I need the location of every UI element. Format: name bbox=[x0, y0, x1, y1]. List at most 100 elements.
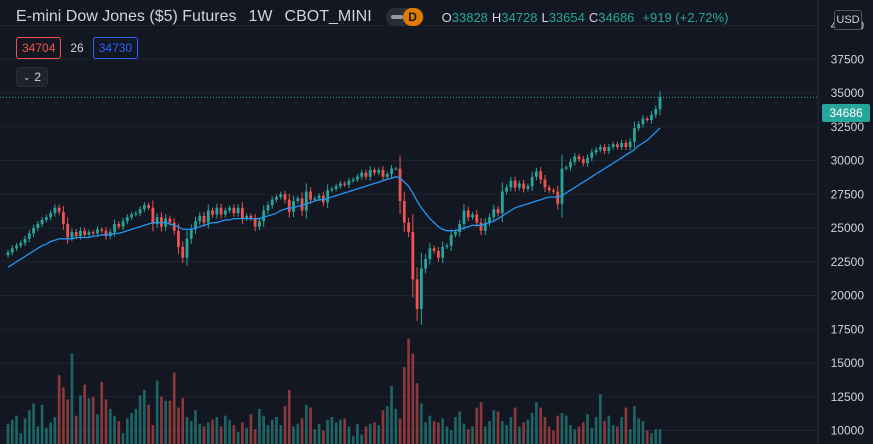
candle-body bbox=[513, 180, 517, 188]
volume-bar bbox=[351, 435, 355, 444]
volume-bar bbox=[57, 375, 61, 444]
candle-body bbox=[66, 223, 70, 238]
volume-bar bbox=[10, 419, 14, 444]
candle-body bbox=[23, 238, 27, 243]
candle-body bbox=[445, 245, 449, 247]
volume-bar bbox=[253, 429, 257, 444]
candle-body bbox=[385, 174, 389, 177]
volume-bar bbox=[211, 419, 214, 444]
volume-bar bbox=[249, 414, 253, 444]
volume-bar bbox=[79, 395, 82, 444]
volume-bar bbox=[466, 429, 470, 444]
volume-bar bbox=[488, 421, 491, 444]
candle-body bbox=[194, 221, 197, 230]
candle-body bbox=[645, 118, 649, 121]
volume-bar bbox=[266, 425, 270, 444]
volume-bar bbox=[117, 421, 121, 444]
volume-bar bbox=[27, 410, 31, 444]
candle-body bbox=[168, 218, 172, 223]
volume-bar bbox=[547, 426, 551, 444]
volume-bar bbox=[19, 433, 23, 444]
candle-body bbox=[343, 183, 347, 185]
candle-body bbox=[633, 128, 636, 142]
volume-bar bbox=[343, 418, 346, 444]
candle-body bbox=[309, 191, 312, 200]
symbol-title[interactable]: E-mini Dow Jones ($5) Futures bbox=[16, 8, 237, 25]
candle-body bbox=[121, 221, 125, 227]
candle-body bbox=[130, 214, 133, 218]
volume-bar bbox=[53, 417, 57, 444]
candle-body bbox=[138, 209, 142, 214]
candle-body bbox=[279, 194, 283, 197]
volume-bar bbox=[236, 431, 240, 444]
candle-body bbox=[27, 233, 31, 239]
minus-icon bbox=[390, 15, 403, 19]
volume-bar bbox=[23, 418, 27, 444]
candle-body bbox=[479, 222, 483, 231]
volume-bar bbox=[279, 425, 283, 444]
volume-bar bbox=[138, 395, 142, 444]
volume-bar bbox=[32, 403, 35, 444]
change-value: +919 (+2.72%) bbox=[642, 9, 729, 25]
volume-bar bbox=[368, 423, 372, 444]
candle-body bbox=[300, 198, 304, 211]
candle-body bbox=[543, 179, 547, 188]
data-toggle[interactable]: D bbox=[385, 8, 424, 26]
candle-body bbox=[249, 215, 253, 219]
candle-body bbox=[552, 190, 555, 192]
candle-body bbox=[556, 191, 560, 204]
volume-bar bbox=[518, 426, 521, 444]
volume-bar bbox=[535, 402, 538, 444]
candle-body bbox=[360, 172, 364, 177]
volume-bar bbox=[326, 419, 329, 444]
price-axis[interactable]: 10000 12500 15000 17500 20000 22500 25000 27500… bbox=[831, 19, 865, 438]
last-price-label: 34686 bbox=[822, 104, 870, 122]
volume-bar bbox=[215, 417, 219, 444]
candle-body bbox=[155, 217, 159, 224]
indicators-collapse-button[interactable]: ⌄ 2 bbox=[16, 67, 48, 87]
timeframe-label[interactable]: 1W bbox=[248, 8, 273, 25]
candle-body bbox=[569, 161, 572, 168]
candle-body bbox=[177, 230, 180, 247]
ma-slow-value[interactable]: 34730 bbox=[92, 37, 139, 59]
candle-body bbox=[590, 152, 594, 158]
volume-bar bbox=[381, 410, 385, 444]
candle-body bbox=[522, 183, 526, 189]
symbol-legend: E-mini Dow Jones ($5) Futures 1W CBOT_MI… bbox=[16, 8, 728, 26]
candle-body bbox=[142, 205, 146, 210]
volume-bar bbox=[390, 385, 393, 444]
candle-body bbox=[564, 167, 568, 169]
volume-bar bbox=[539, 407, 543, 444]
ohlc-values: O 33828 H 34728 L 33654 C 34686 +919 (+2.72%… bbox=[442, 10, 729, 25]
currency-button[interactable]: USD bbox=[834, 10, 862, 30]
volume-bar bbox=[590, 427, 594, 444]
price-tick-label: 25000 bbox=[831, 221, 865, 235]
candle-body bbox=[57, 207, 61, 212]
volume-bar bbox=[364, 426, 368, 444]
volume-bar bbox=[522, 422, 525, 444]
candle-body bbox=[407, 222, 410, 233]
candle-body bbox=[462, 210, 466, 224]
indicator-legend: 34704 26 34730 bbox=[16, 37, 139, 59]
ma-fast-value[interactable]: 34704 bbox=[16, 37, 62, 59]
candle-body bbox=[147, 205, 151, 208]
volume-bar bbox=[505, 425, 508, 444]
candle-body bbox=[287, 199, 291, 212]
volume-bar bbox=[330, 417, 334, 444]
candle-body bbox=[36, 223, 40, 229]
candle-body bbox=[581, 159, 585, 164]
volume-bar bbox=[449, 430, 453, 444]
candle-body bbox=[620, 142, 624, 148]
volume-bar bbox=[40, 404, 44, 444]
volume-bar bbox=[108, 408, 112, 444]
volume-bar bbox=[300, 418, 304, 444]
volume-bar bbox=[441, 418, 444, 444]
candle-body bbox=[526, 186, 530, 189]
volume-bar bbox=[202, 426, 206, 444]
candle-body bbox=[330, 188, 334, 191]
candle-body bbox=[598, 147, 602, 150]
candle-body bbox=[607, 147, 611, 152]
volume-bar bbox=[113, 415, 116, 444]
volume-bar bbox=[475, 407, 479, 444]
